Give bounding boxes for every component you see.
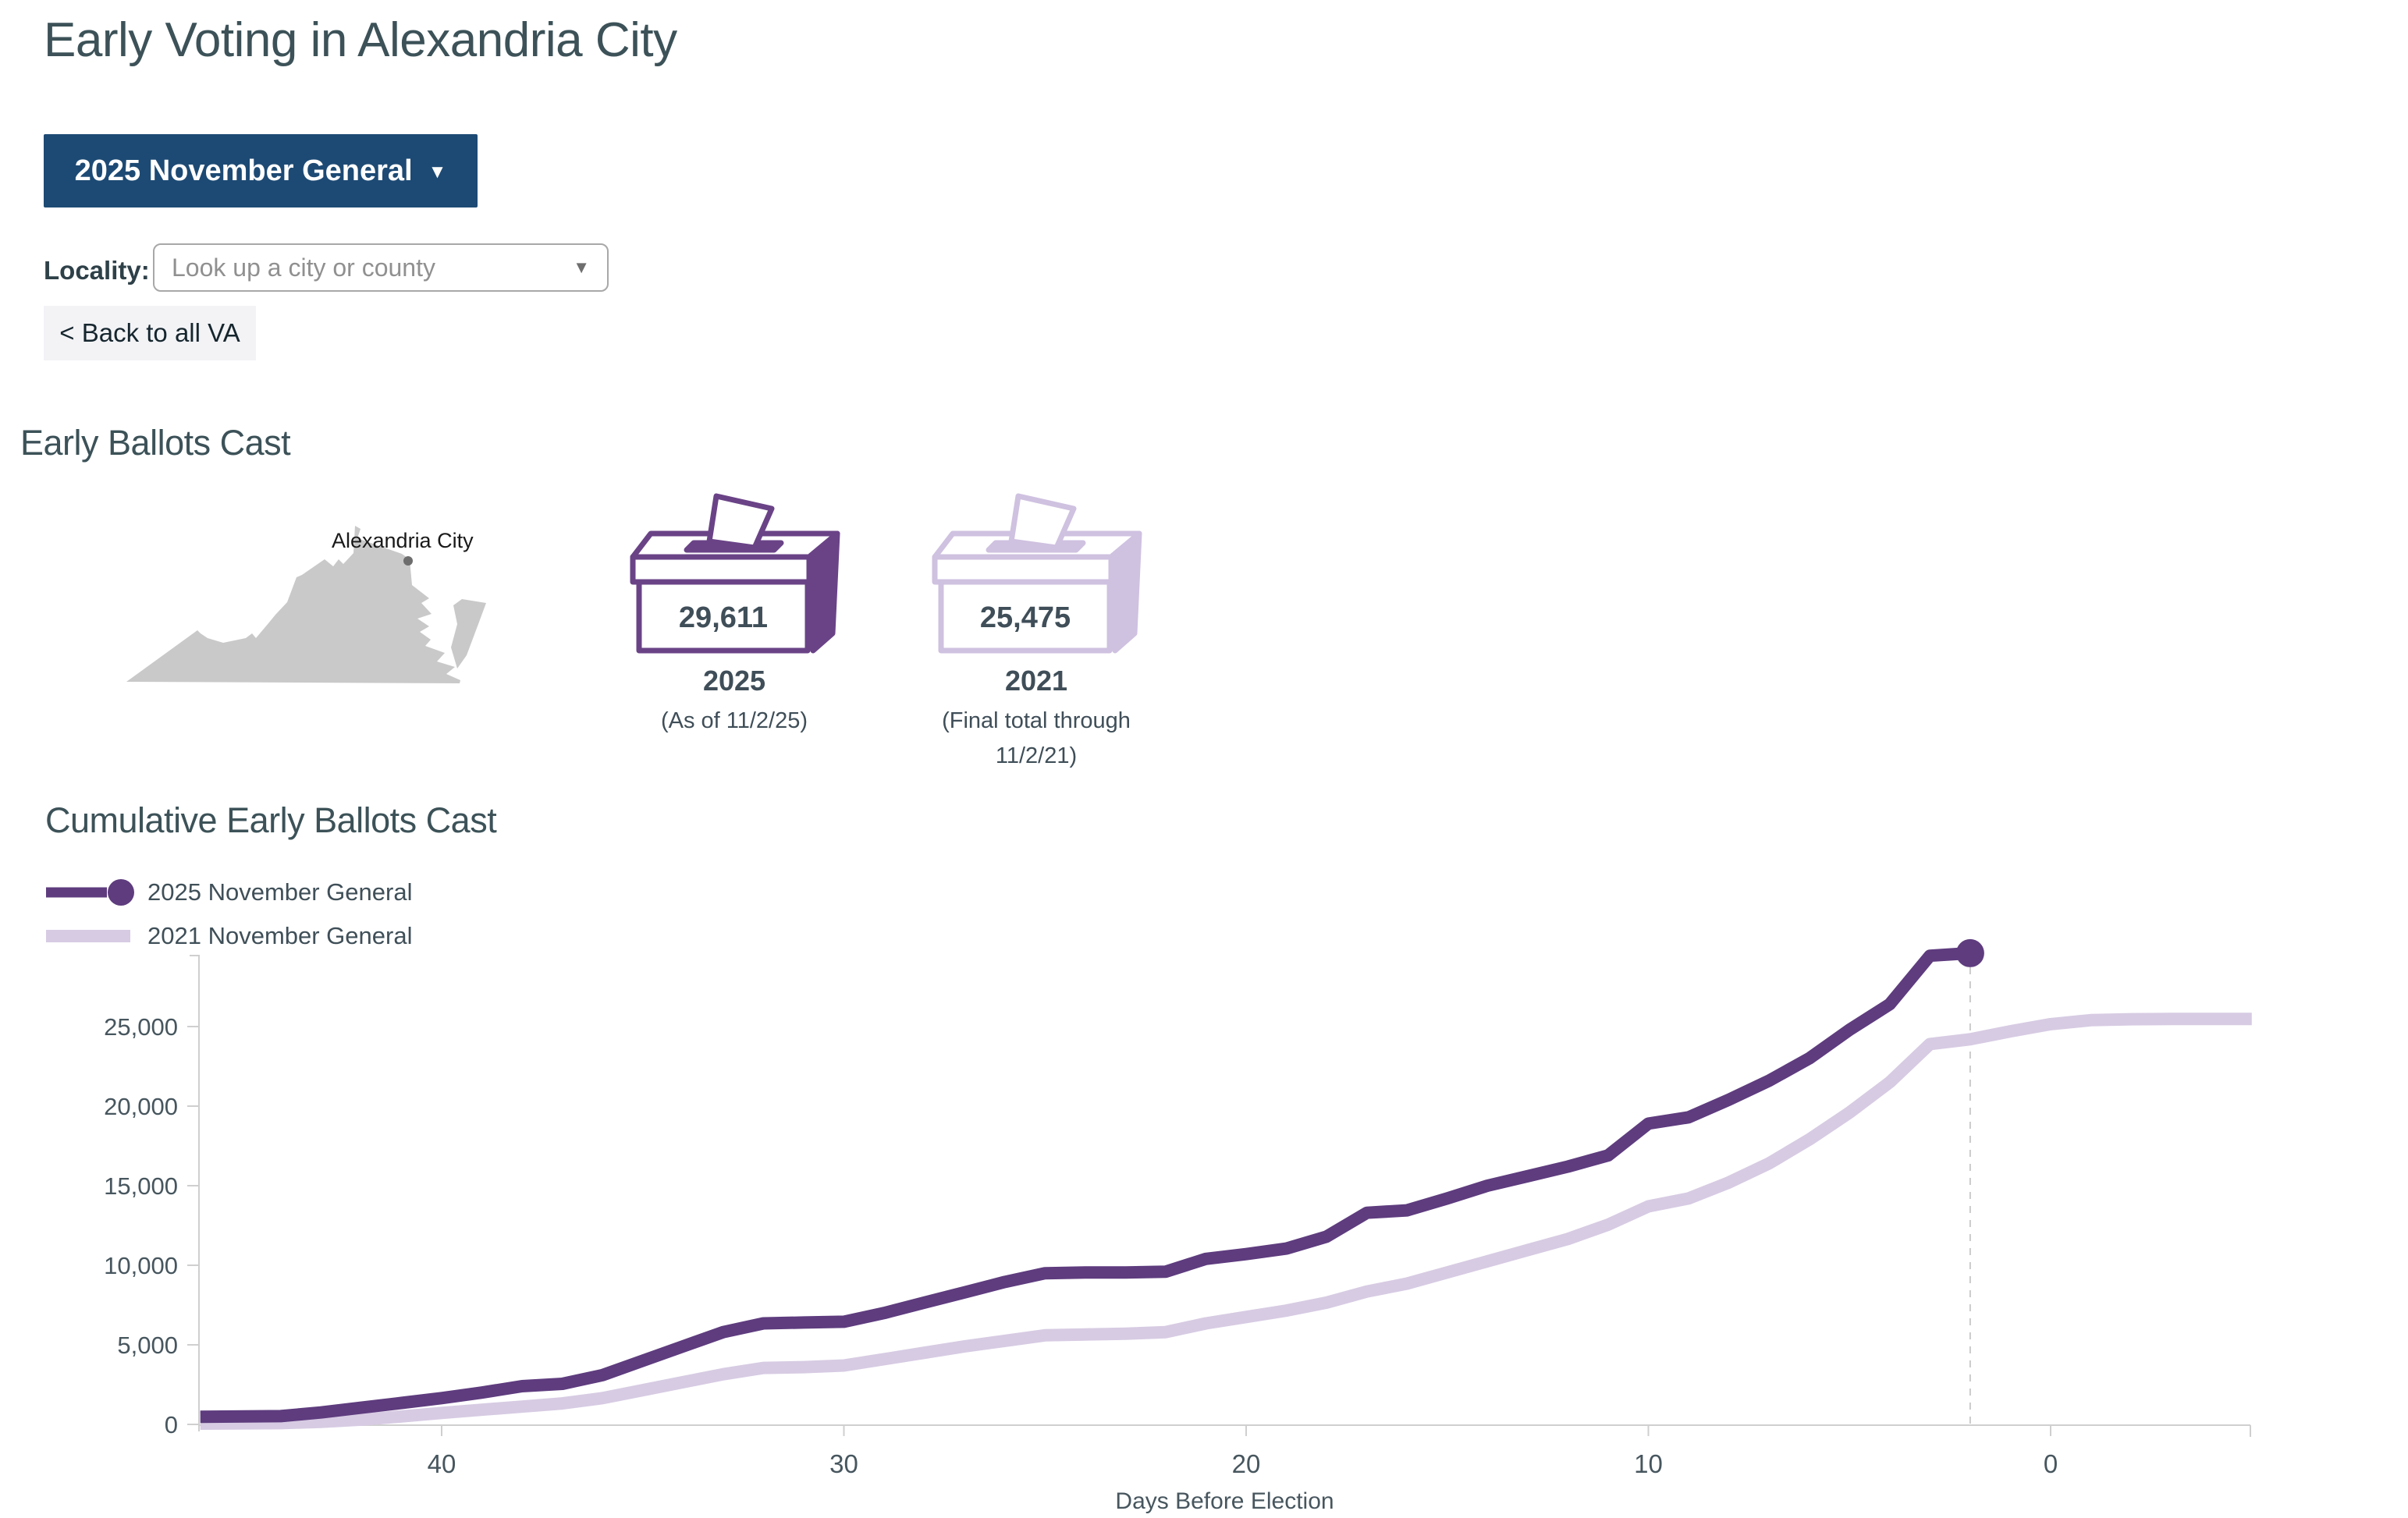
series-end-dot bbox=[1955, 938, 1984, 967]
x-axis-title: Days Before Election bbox=[1115, 1488, 1334, 1514]
select-caret-icon: ▼ bbox=[573, 257, 590, 277]
legend-marker-line-dot-icon bbox=[46, 879, 134, 906]
x-tick-label: 20 bbox=[1232, 1449, 1261, 1478]
election-dropdown-button[interactable]: 2025 November General ▼ bbox=[44, 134, 478, 207]
y-tick-label: 25,000 bbox=[104, 1013, 178, 1041]
x-tick-label: 0 bbox=[2044, 1449, 2058, 1478]
legend-label-2025: 2025 November General bbox=[147, 878, 413, 906]
legend-marker-line-icon bbox=[46, 930, 130, 942]
cumulative-chart-heading: Cumulative Early Ballots Cast bbox=[45, 800, 497, 840]
ballots-2025-year: 2025 bbox=[702, 665, 766, 697]
locality-select-placeholder: Look up a city or county bbox=[172, 253, 435, 282]
chart-legend: 2025 November General 2021 November Gene… bbox=[44, 875, 412, 953]
ballots-2025-value: 29,611 bbox=[679, 601, 768, 634]
ballots-2021-note: (Final total through 11/2/21) bbox=[942, 708, 1131, 768]
x-tick-label: 30 bbox=[829, 1449, 858, 1478]
ballot-box-2025: 29,611 bbox=[630, 493, 840, 654]
x-tick-label: 10 bbox=[1634, 1449, 1663, 1478]
series-line bbox=[200, 946, 1971, 1424]
legend-item-2021: 2021 November General bbox=[44, 919, 412, 953]
legend-label-2021: 2021 November General bbox=[147, 922, 413, 949]
cumulative-early-ballots-chart[interactable]: 0 5,000 10,000 15,000 20,000 25,000 40 30 20 10 0 D… bbox=[0, 920, 2408, 1518]
back-to-all-va-button[interactable]: < Back to all VA bbox=[44, 306, 256, 360]
map-city-label: Alexandria City bbox=[332, 529, 474, 552]
ballots-2021-value: 25,475 bbox=[980, 601, 1071, 634]
y-tick-label: 15,000 bbox=[104, 1172, 178, 1200]
ballot-box-2021: 25,475 bbox=[932, 493, 1142, 654]
election-dropdown-label: 2025 November General bbox=[74, 154, 413, 187]
series-line bbox=[200, 1013, 2252, 1430]
y-tick-label: 5,000 bbox=[117, 1332, 178, 1359]
page-title: Early Voting in Alexandria City bbox=[44, 13, 677, 67]
y-tick-label: 20,000 bbox=[104, 1093, 178, 1120]
y-tick-label: 10,000 bbox=[104, 1252, 178, 1279]
ballots-2021-year: 2021 bbox=[1004, 665, 1068, 697]
ballots-2025-note: (As of 11/2/25) bbox=[660, 708, 808, 733]
locality-select[interactable]: Look up a city or county ▼ bbox=[153, 243, 609, 292]
x-tick-label: 40 bbox=[428, 1449, 456, 1478]
virginia-map bbox=[126, 526, 486, 683]
early-ballots-heading: Early Ballots Cast bbox=[20, 423, 291, 463]
y-tick-label: 0 bbox=[165, 1411, 178, 1438]
legend-item-2025: 2025 November General bbox=[44, 875, 412, 910]
chevron-down-icon: ▼ bbox=[428, 161, 447, 183]
alexandria-city-dot bbox=[403, 556, 413, 566]
locality-label: Locality: bbox=[44, 256, 150, 285]
y-axis-line bbox=[190, 955, 200, 1431]
